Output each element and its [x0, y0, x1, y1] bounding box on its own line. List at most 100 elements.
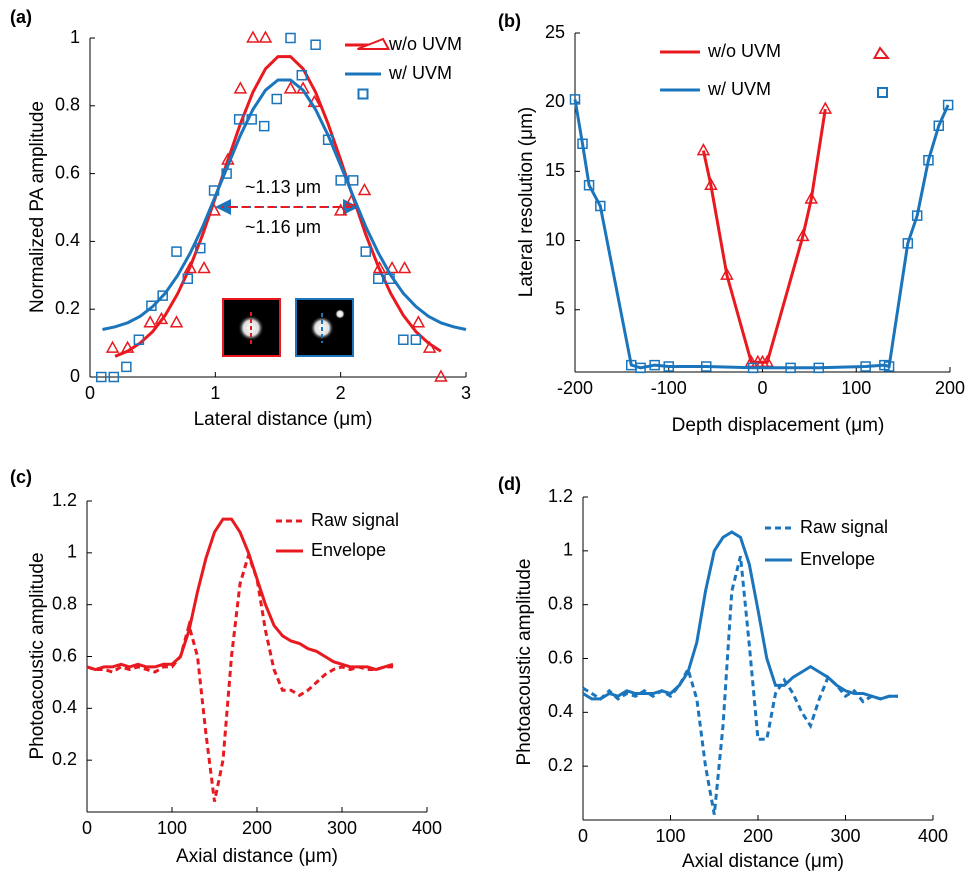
data-point [285, 32, 296, 44]
legend-marker [357, 37, 391, 50]
data-point [347, 175, 359, 186]
data-line [582, 555, 898, 815]
panel-label: (d) [498, 474, 521, 494]
legend-label: w/ UVM [707, 79, 771, 99]
data-point [704, 177, 718, 190]
y-tick-label: 20 [545, 91, 565, 111]
data-point [701, 361, 712, 372]
legend-label: Envelope [311, 540, 386, 560]
data-point [96, 371, 107, 383]
y-tick-label: 0.6 [548, 647, 573, 667]
data-point [813, 362, 824, 374]
x-tick-label: 0 [578, 826, 588, 846]
data-point [804, 191, 819, 204]
data-point [357, 182, 372, 196]
panel-label: (b) [498, 11, 521, 31]
y-tick-label: 10 [545, 229, 565, 249]
x-tick-label: 100 [655, 826, 685, 846]
data-point [860, 361, 871, 372]
y-tick-label: 1 [563, 540, 573, 560]
inset-image [222, 298, 281, 357]
legend-label: w/o UVM [707, 41, 781, 61]
data-point [385, 260, 399, 274]
data-point [333, 203, 348, 216]
data-point [154, 311, 169, 325]
data-point [258, 120, 270, 132]
data-point [121, 361, 132, 373]
x-axis-title: Axial distance (μm) [176, 846, 338, 867]
panel-label: (a) [10, 7, 32, 27]
data-point [696, 143, 711, 156]
data-point [120, 340, 135, 353]
x-tick-label: 3 [461, 383, 471, 403]
x-tick-label: 200 [935, 378, 965, 398]
x-tick-label: 400 [918, 826, 948, 846]
data-point [663, 361, 674, 372]
data-line [86, 517, 394, 672]
data-point [411, 315, 426, 328]
y-tick-label: 1 [67, 542, 77, 562]
x-tick-label: 400 [412, 818, 442, 838]
data-point [197, 260, 211, 274]
data-line [701, 108, 827, 364]
data-point [595, 200, 606, 212]
fit-line [102, 78, 467, 331]
data-point [360, 246, 371, 257]
inset-image [295, 298, 354, 357]
data-point [747, 362, 759, 374]
data-point [569, 94, 581, 105]
legend-marker [872, 46, 891, 59]
data-line [573, 99, 950, 370]
data-point [208, 185, 220, 196]
legend-label: Envelope [800, 549, 875, 569]
data-point [335, 175, 346, 186]
legend-label: Raw signal [800, 517, 888, 537]
y-tick-label: 5 [555, 298, 565, 318]
data-point [233, 114, 245, 125]
panel: (d) 0 100 200 300 400 0.2 0.4 0.6 0.8 1 1.2 Axial di… [498, 474, 948, 872]
x-tick-label: 100 [841, 378, 871, 398]
data-point [373, 273, 384, 284]
data-point [105, 340, 120, 353]
legend-label: w/o UVM [388, 34, 462, 54]
x-axis-title: Depth displacement (μm) [672, 415, 885, 436]
data-point [182, 273, 194, 284]
data-point [577, 138, 588, 149]
panel: (a) 0 1 2 3 0 0.2 0.4 0.6 0.8 1 Lateral distance (μ… [10, 7, 471, 430]
data-point [902, 238, 914, 249]
y-axis-title: Photoacoustic amplitude [514, 558, 535, 765]
y-tick-label: 1.2 [52, 490, 77, 510]
y-axis-title: Photoacoustic amplitude [27, 552, 48, 759]
y-tick-label: 0.8 [548, 593, 573, 613]
data-point [785, 362, 796, 374]
data-point [143, 315, 157, 328]
y-axis-title: Lateral resolution (μm) [516, 107, 537, 297]
data-point [397, 260, 412, 274]
y-tick-label: 0.6 [52, 645, 77, 665]
data-point [879, 359, 890, 371]
data-point [583, 179, 595, 191]
x-tick-label: -100 [651, 378, 687, 398]
legend-label: Raw signal [311, 510, 399, 530]
data-point [146, 300, 157, 312]
x-axis-title: Lateral distance (μm) [194, 409, 373, 430]
panel: (b) -200 -100 0 100 200 5 10 15 20 25 Depth displac… [498, 11, 965, 436]
data-point [296, 70, 308, 81]
x-tick-label: 100 [157, 818, 187, 838]
y-tick-label: 0.4 [52, 697, 77, 717]
panel: (c) 0 100 200 300 400 0.2 0.4 0.6 0.8 1 1.2 Axial di… [10, 467, 442, 867]
x-tick-label: 0 [82, 818, 92, 838]
data-point [169, 315, 184, 328]
y-tick-label: 0.2 [55, 298, 80, 318]
data-point [183, 260, 198, 274]
data-line [582, 530, 898, 701]
y-tick-label: 0 [70, 366, 80, 386]
data-point [923, 155, 934, 166]
x-tick-label: 200 [242, 818, 272, 838]
data-point [911, 210, 923, 221]
data-point [271, 93, 282, 105]
x-tick-label: 300 [327, 818, 357, 838]
data-point [796, 228, 810, 242]
data-point [942, 99, 954, 111]
data-point [310, 39, 321, 51]
